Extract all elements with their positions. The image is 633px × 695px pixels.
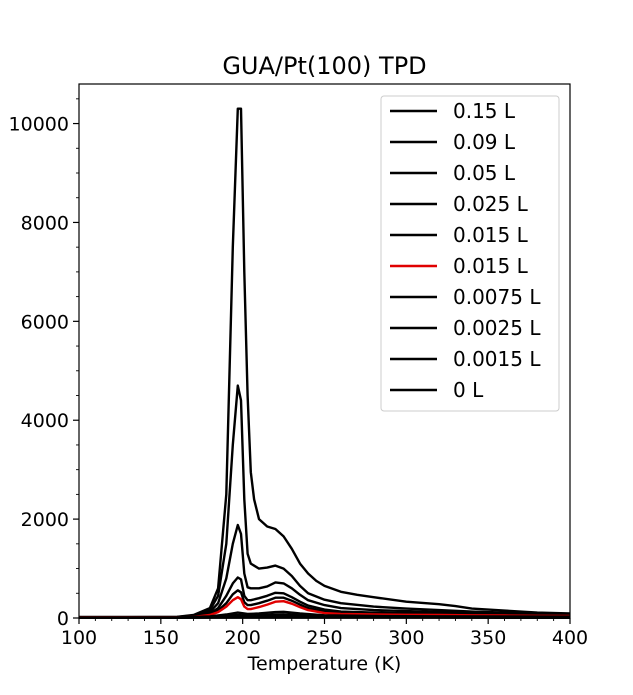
y-tick-label-5: 10000 bbox=[9, 114, 69, 136]
x-tick-label-1: 150 bbox=[143, 627, 179, 649]
y-tick-label-0: 0 bbox=[57, 608, 69, 630]
legend-label-5: 0.015 L bbox=[453, 254, 529, 278]
series-line-1 bbox=[78, 384, 571, 619]
x-tick-label-2: 200 bbox=[225, 627, 261, 649]
legend-label-3: 0.025 L bbox=[453, 192, 529, 216]
axis-ticks: 100 150 200 250 300 350 4000200040006000800010… bbox=[9, 98, 588, 649]
x-tick-label-4: 300 bbox=[388, 627, 424, 649]
legend-label-1: 0.09 L bbox=[453, 130, 516, 154]
y-tick-label-4: 8000 bbox=[21, 212, 69, 234]
x-tick-label-6: 400 bbox=[552, 627, 588, 649]
legend-label-7: 0.0025 L bbox=[453, 316, 541, 340]
x-tick-label-0: 100 bbox=[61, 627, 97, 649]
legend-label-4: 0.015 L bbox=[453, 223, 529, 247]
legend-box bbox=[380, 95, 560, 412]
series-line-0 bbox=[78, 107, 571, 619]
legend-label-0: 0.15 L bbox=[453, 99, 516, 123]
legend-label-8: 0.0015 L bbox=[453, 347, 541, 371]
x-tick-label-3: 250 bbox=[306, 627, 342, 649]
x-axis-label: Temperature (K) bbox=[247, 653, 402, 675]
legend-label-9: 0 L bbox=[453, 378, 484, 402]
legend: 0.15 L 0.09 L 0.05 L 0.025 L 0.015 L 0.015 L 0… bbox=[380, 95, 560, 412]
y-tick-label-3: 6000 bbox=[21, 311, 69, 333]
chart-title: GUA/Pt(100) TPD bbox=[222, 52, 426, 80]
series-line-2 bbox=[78, 523, 571, 619]
legend-label-6: 0.0075 L bbox=[453, 285, 541, 309]
legend-label-2: 0.05 L bbox=[453, 161, 516, 185]
y-tick-label-2: 4000 bbox=[21, 410, 69, 432]
series-line-5 bbox=[78, 596, 571, 619]
x-tick-label-5: 350 bbox=[470, 627, 506, 649]
y-tick-label-1: 2000 bbox=[21, 509, 69, 531]
